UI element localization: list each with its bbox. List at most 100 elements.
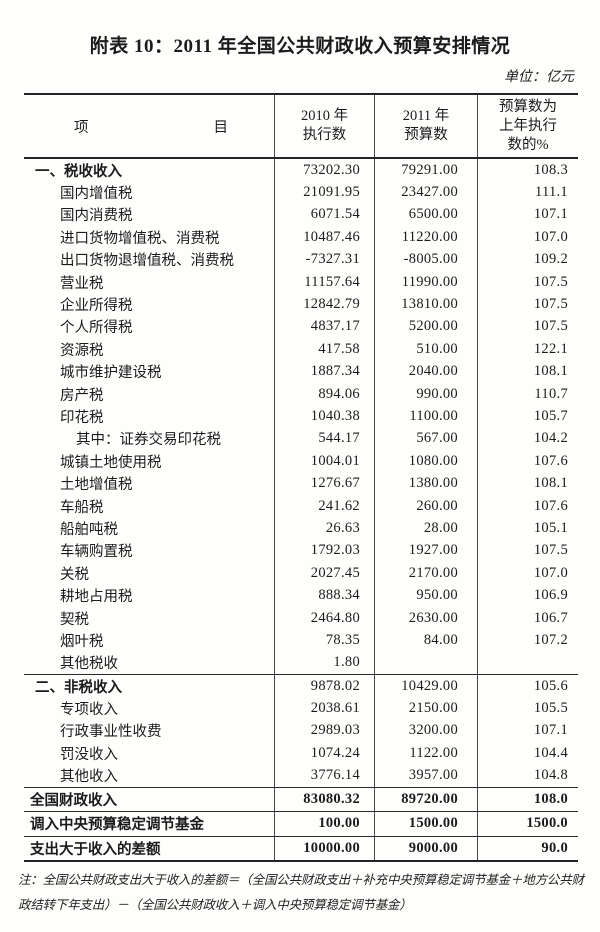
value-2011 [374,651,477,674]
value-2010: 1074.24 [274,742,374,765]
value-2010: 1792.03 [274,539,374,563]
table-row: 国内增值税 21091.95 23427.00 111.1 [24,181,578,204]
value-ratio: 107.6 [477,494,578,518]
value-ratio: 107.5 [477,315,578,339]
value-ratio: 107.1 [477,719,578,743]
value-2011: 950.00 [374,584,477,607]
value-2011: 11220.00 [374,226,477,249]
row-label: 其中：证券交易印花税 [76,432,221,449]
value-2010: 83080.32 [274,787,374,812]
value-2010: 12842.79 [274,293,374,316]
value-ratio: 104.2 [477,427,578,451]
column-header-ratio-line1: 预算数为 [499,98,557,115]
table-row: 城镇土地使用税 1004.01 1080.00 107.6 [24,450,578,473]
row-label: 船舶吨税 [60,521,118,538]
value-2010: 894.06 [274,382,374,406]
table-row: 其他收入 3776.14 3957.00 104.8 [24,764,578,787]
row-label: 车船税 [60,499,104,516]
value-2010: 2989.03 [274,719,374,743]
value-ratio: 105.6 [477,674,578,698]
row-label: 企业所得税 [60,298,133,315]
item-header-right: 目 [213,119,229,136]
value-ratio: 107.5 [477,539,578,563]
row-label: 城市维护建设税 [60,365,162,382]
value-2011: 3200.00 [374,719,477,743]
row-label: 进口货物增值税、消费税 [60,230,220,247]
table-row: 契税 2464.80 2630.00 106.7 [24,606,578,630]
table-row: 个人所得税 4837.17 5200.00 107.5 [24,315,578,339]
value-2011: 13810.00 [374,293,477,316]
row-label: 其他税收 [60,656,118,673]
value-2010: 1040.38 [274,405,374,428]
value-2010: 100.00 [274,812,374,836]
row-label: 国内增值税 [60,186,133,203]
row-label: 关税 [60,566,89,583]
value-ratio: 104.4 [477,742,578,765]
value-2010: 73202.30 [274,159,374,182]
value-ratio: 108.1 [477,360,578,383]
table-row: 关税 2027.45 2170.00 107.0 [24,562,578,585]
table-row: 调入中央预算稳定调节基金 100.00 1500.00 1500.0 [24,811,578,836]
value-2011: 28.00 [374,517,477,540]
value-2011: 1927.00 [374,539,477,563]
table-row: 资源税 417.58 510.00 122.1 [24,338,578,361]
table-row: 国内消费税 6071.54 6500.00 107.1 [24,203,578,227]
value-2010: 544.17 [274,427,374,451]
value-2011: 89720.00 [374,787,477,812]
value-2011: 567.00 [374,427,477,451]
value-2010: 2464.80 [274,606,374,630]
value-ratio: 90.0 [477,836,578,860]
value-2011: 2630.00 [374,606,477,630]
row-label: 支出大于收入的差额 [30,841,161,858]
table-row: 罚没收入 1074.24 1122.00 104.4 [24,742,578,765]
column-header-2011-line1: 2011 年 [402,108,450,124]
value-2010: 1.80 [274,651,374,674]
row-label: 营业税 [60,275,104,292]
footnote-line2: 政结转下年支出）－（全国公共财政收入＋调入中央预算稳定调节基金） [18,897,412,912]
row-label: 烟叶税 [60,633,104,650]
value-2010: 241.62 [274,494,374,518]
table-row: 营业税 11157.64 11990.00 107.5 [24,270,578,294]
value-2010: 11157.64 [274,270,374,294]
value-ratio: 106.7 [477,606,578,630]
table-row: 耕地占用税 888.34 950.00 106.9 [24,584,578,607]
value-2010: 4837.17 [274,315,374,339]
value-2010: 9878.02 [274,674,374,698]
value-2011: 1122.00 [374,742,477,765]
value-2010: -7327.31 [274,248,374,271]
column-header-2011-line2: 预算数 [404,127,448,143]
row-label: 调入中央预算稳定调节基金 [30,817,204,834]
column-header-ratio: 预算数为 上年执行 数的% [477,95,578,157]
column-header-2010-line1: 2010 年 [300,108,349,124]
row-label: 印花税 [60,409,104,426]
value-ratio: 108.0 [477,787,578,812]
value-2010: 888.34 [274,584,374,607]
value-ratio: 109.2 [477,248,578,271]
value-ratio: 108.1 [477,472,578,495]
table-row: 出口货物退增值税、消费税 -7327.31 -8005.00 109.2 [24,248,578,271]
value-2010: 21091.95 [274,181,374,204]
row-label: 其他收入 [60,769,118,786]
value-ratio: 106.9 [477,584,578,607]
row-label: 个人所得税 [60,320,133,337]
unit-label: 单位：亿元 [504,70,574,85]
value-2011: -8005.00 [374,248,477,271]
value-2011: 1080.00 [374,450,477,473]
value-2010: 417.58 [274,338,374,361]
value-ratio: 1500.0 [477,812,578,836]
value-2010: 3776.14 [274,764,374,787]
column-header-2010: 2010 年 执行数 [274,95,374,157]
table-row: 船舶吨税 26.63 28.00 105.1 [24,517,578,540]
table-row: 土地增值税 1276.67 1380.00 108.1 [24,472,578,495]
table-row: 车船税 241.62 260.00 107.6 [24,494,578,518]
value-2011: 84.00 [374,629,477,652]
value-2010: 1887.34 [274,360,374,383]
value-2011: 1100.00 [374,405,477,428]
footnote-line1: 注：全国公共财政支出大于收入的差额＝（全国公共财政支出＋补充中央预算稳定调节基金… [18,872,584,887]
value-ratio: 105.1 [477,517,578,540]
table-row: 城市维护建设税 1887.34 2040.00 108.1 [24,360,578,383]
value-2011: 6500.00 [374,203,477,227]
value-ratio: 107.2 [477,629,578,652]
column-header-2010-line2: 执行数 [302,127,347,143]
